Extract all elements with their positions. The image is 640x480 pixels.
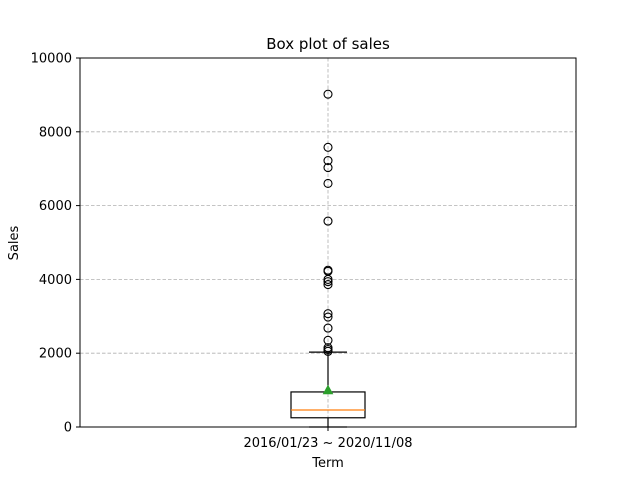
x-axis-label: Term bbox=[311, 456, 344, 471]
outlier-point bbox=[323, 323, 333, 333]
y-tick-label: 8000 bbox=[39, 125, 72, 140]
x-tick-label: 2016/01/23 ~ 2020/11/08 bbox=[243, 436, 412, 451]
outlier-point bbox=[323, 309, 333, 319]
outlier-point bbox=[323, 277, 333, 287]
outlier-point bbox=[323, 343, 333, 353]
y-tick-label: 10000 bbox=[31, 52, 72, 67]
chart-title: Box plot of sales bbox=[266, 35, 390, 53]
outlier-point bbox=[323, 265, 333, 275]
outlier-point bbox=[323, 142, 333, 152]
y-tick-label: 6000 bbox=[39, 199, 72, 214]
outlier-point bbox=[323, 89, 333, 99]
outlier-point bbox=[323, 178, 333, 189]
outlier-point bbox=[323, 280, 333, 290]
y-tick-label: 0 bbox=[64, 421, 72, 436]
y-tick-label: 2000 bbox=[39, 347, 72, 362]
outlier-point bbox=[323, 163, 333, 173]
outlier-point bbox=[323, 156, 333, 166]
outlier-point bbox=[323, 312, 333, 322]
y-axis-label: Sales bbox=[7, 225, 22, 260]
outlier-point bbox=[323, 216, 333, 226]
mean-marker bbox=[322, 384, 334, 395]
axes: 0 2000 4000 6000 8000 10000 2016/01/23 ~ 2020/… bbox=[31, 52, 577, 451]
outlier-point bbox=[323, 335, 333, 345]
y-tick-label: 4000 bbox=[39, 273, 72, 288]
labels: Box plot of sales Term Sales bbox=[7, 35, 390, 471]
